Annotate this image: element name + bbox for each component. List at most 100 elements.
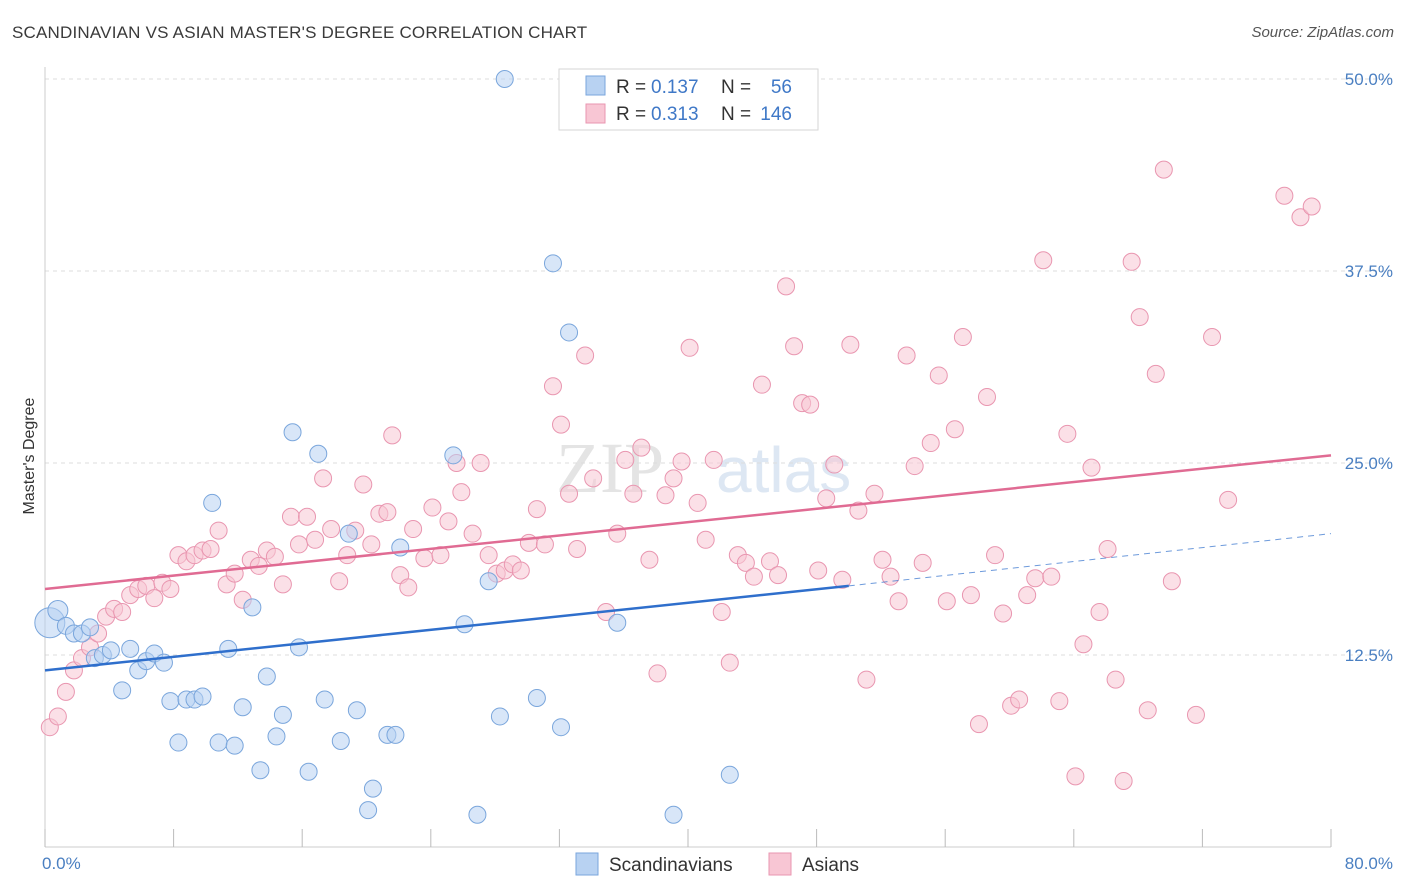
legend-n-value-1: 56: [771, 77, 792, 98]
y-tick-label-3: 50.0%: [1345, 70, 1393, 89]
asians-point-31: [289, 535, 308, 554]
asians-point-127: [1066, 767, 1085, 786]
scandinavians-point-28: [267, 727, 286, 746]
scandinavians-point-31: [289, 638, 308, 657]
asians-point-123: [1034, 251, 1053, 270]
asians-point-2: [56, 682, 75, 701]
scandinavians-point-19: [193, 687, 212, 706]
asians-point-107: [905, 457, 924, 476]
asians-point-106: [897, 346, 916, 365]
legend-n-label-2: N =: [721, 104, 751, 125]
x-tick-label-0: 0.0%: [42, 854, 81, 873]
asians-point-121: [1018, 586, 1037, 605]
asians-point-45: [399, 578, 418, 597]
legend-r-label-2: R =: [616, 104, 646, 125]
asians-point-36: [330, 572, 349, 591]
scandinavians-point-43: [444, 446, 463, 465]
asians-point-133: [1114, 771, 1133, 790]
asians-point-68: [584, 469, 603, 488]
asians-point-50: [439, 512, 458, 531]
chart-title: SCANDINAVIAN VS ASIAN MASTER'S DEGREE CO…: [12, 23, 588, 42]
asians-point-90: [769, 566, 788, 585]
scandinavians-point-15: [161, 692, 180, 711]
asians-point-46: [404, 520, 423, 539]
asians-point-128: [1074, 635, 1093, 654]
scandinavians-point-22: [219, 639, 238, 658]
scandinavians-point-46: [479, 572, 498, 591]
asians-point-115: [969, 715, 988, 734]
scandinavians-point-47: [490, 707, 509, 726]
asians-point-138: [1154, 160, 1173, 179]
scandinavians-point-34: [315, 690, 334, 709]
asians-point-73: [632, 438, 651, 457]
scandinavians-point-5: [81, 618, 100, 637]
y-tick-label-1: 25.0%: [1345, 454, 1393, 473]
scandinavians-trend-line: [44, 584, 849, 672]
scandinavians-point-48: [495, 70, 514, 88]
asians-point-33: [306, 530, 325, 549]
asians-point-34: [314, 469, 333, 488]
asians-point-145: [1302, 197, 1321, 216]
scandinavians-point-32: [299, 762, 318, 781]
asians-point-79: [680, 338, 699, 357]
legend-r-value-2: 0.313: [651, 104, 699, 125]
asians-point-35: [322, 520, 341, 539]
asians-point-116: [977, 387, 996, 406]
scandinavians-point-50: [543, 254, 562, 273]
asians-point-37: [338, 546, 357, 565]
asians-point-75: [648, 664, 667, 683]
asians-point-124: [1042, 567, 1061, 586]
asians-point-83: [712, 602, 731, 621]
scandinavians-point-21: [209, 733, 228, 752]
asians-point-71: [616, 450, 635, 469]
asians-point-32: [298, 507, 317, 526]
asians-point-86: [736, 553, 755, 572]
asians-point-67: [576, 346, 595, 365]
legend-swatch-asians: [585, 103, 606, 124]
asians-point-13: [145, 589, 164, 608]
scandinavians-point-49: [527, 689, 546, 708]
scandinavians-trend-extension: [848, 533, 1332, 587]
scandinavians-point-44: [455, 615, 474, 634]
asians-point-134: [1122, 252, 1141, 271]
scandinavians-point-54: [664, 805, 683, 824]
scandinavians-point-24: [233, 698, 252, 717]
scandinavians-point-27: [257, 667, 276, 686]
asians-point-94: [801, 395, 820, 414]
asians-point-105: [889, 592, 908, 611]
asians-point-141: [1203, 328, 1222, 347]
asians-point-15: [161, 579, 180, 598]
scandinavians-point-25: [243, 598, 262, 617]
legend-swatch-scandinavians: [585, 75, 606, 96]
asians-point-104: [881, 567, 900, 586]
asians-point-126: [1058, 424, 1077, 443]
asians-point-131: [1098, 540, 1117, 559]
asians-point-118: [994, 604, 1013, 623]
asians-point-92: [785, 337, 804, 356]
y-tick-label-2: 37.5%: [1345, 262, 1393, 281]
asians-point-29: [273, 575, 292, 594]
asians-point-132: [1106, 670, 1125, 689]
scandinavians-point-16: [169, 733, 188, 752]
asians-point-77: [664, 469, 683, 488]
x-tick-label-1: 80.0%: [1345, 854, 1393, 873]
asians-point-122: [1026, 569, 1045, 588]
asians-point-64: [552, 415, 571, 434]
scandinavians-point-20: [203, 493, 222, 512]
scandinavians-point-26: [251, 761, 270, 780]
scandinavians-point-10: [121, 639, 140, 658]
scandinavians-point-52: [560, 323, 579, 342]
asians-point-101: [857, 670, 876, 689]
asians-point-80: [688, 493, 707, 512]
series-legend: Scandinavians Asians: [575, 852, 859, 876]
asians-point-144: [1291, 208, 1310, 227]
asians-point-28: [265, 547, 284, 566]
legend-r-value-1: 0.137: [651, 77, 699, 98]
asians-point-47: [415, 549, 434, 568]
legend-n-label-1: N =: [721, 77, 751, 98]
asians-point-120: [1010, 690, 1029, 709]
scandinavians-point-53: [608, 613, 627, 632]
asians-point-74: [640, 550, 659, 569]
axes: [44, 67, 1332, 848]
